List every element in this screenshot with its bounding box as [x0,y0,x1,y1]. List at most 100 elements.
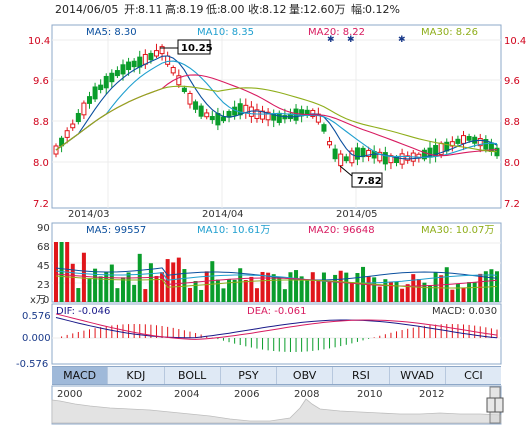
macd-bar [396,331,398,338]
high-marker-label: 10.25 [181,43,213,54]
macd-bar [306,338,308,352]
tab-boll[interactable]: BOLL [165,367,221,384]
price-y-tick: 7.2 [33,199,49,210]
volume-bar [428,285,433,302]
tab-macd[interactable]: MACD [52,367,109,384]
macd-bar [496,329,498,338]
macd-panel-frame [51,303,502,365]
macd-bar [295,338,297,352]
candlestick-series [53,43,500,173]
volume-bar [154,275,159,302]
candle-body [354,147,360,160]
volume-bar [439,275,444,302]
candle-body [92,86,98,100]
header-change-label: 幅: [351,3,366,16]
volume-bar [388,281,393,302]
candle-body [421,149,427,160]
volume-bar [478,273,483,302]
volume-bar [294,270,299,302]
candle-body [103,75,109,89]
price-y-tick: 9.6 [33,76,49,87]
timeline-right-handle[interactable] [494,397,504,413]
volume-bar [104,271,109,302]
macd-bar [94,328,96,338]
candle-body [170,67,176,74]
volume-bar [310,272,315,302]
candle-body [260,110,266,120]
macd-bar [418,326,420,338]
tab-psy[interactable]: PSY [221,367,277,384]
timeline-year: 2008 [294,389,319,400]
candle-body [466,135,472,141]
candle-body [187,92,193,105]
volume-bar [383,279,388,302]
low-marker-box [351,172,383,188]
volume-bar [249,276,254,302]
candle-body [81,102,87,116]
volume-bar [411,274,416,302]
volume-bar [316,280,321,302]
macd-bar [195,333,197,338]
macd-bar [77,331,79,338]
volume-bar [143,289,148,302]
tab-cci[interactable]: CCI [464,369,483,382]
macd-bar [468,324,470,338]
macd-bar [161,325,163,338]
volume-bar [109,264,114,302]
tab-obv[interactable]: OBV [277,367,334,384]
candle-body [204,112,210,118]
timeline-year: 2000 [57,389,82,400]
macd-bar [150,324,152,338]
macd-bar [267,338,269,351]
volume-bar [467,282,472,302]
macd-bar [334,338,336,348]
macd-bar [66,334,68,338]
volume-bar [87,279,92,302]
volume-ma-line [55,275,498,289]
ma-line [55,60,498,158]
price-y-tick: 7.2 [504,199,520,210]
candle-body [360,147,366,158]
macd-bar [345,338,347,345]
low-marker-leader [339,165,353,177]
x-tick: 2014/03 [68,209,110,220]
header-high: 8.19 [179,3,204,16]
macd-bar [200,334,202,338]
candle-body [198,105,204,117]
timeline-left-handle[interactable] [486,397,496,413]
macd-bar [178,329,180,338]
timeline-year: 2012 [419,389,444,400]
header-low-label: 低: [206,3,221,16]
price-y-tick: 8.0 [504,158,520,169]
volume-bar [221,288,226,302]
macd-bar [172,327,174,338]
timeline-history-area [51,398,502,424]
macd-dea-label: DEA: -0.061 [247,306,306,317]
volume-bar [433,271,438,302]
volume-ma10-label: MA10: 10.61万 [197,225,270,236]
x-tick: 2014/05 [336,209,378,220]
macd-bar [384,334,386,338]
volume-ma-lines [55,267,498,289]
macd-bar [155,325,157,338]
volume-y-ticks: 90 68 45 23 0 [37,223,50,306]
volume-bar [148,263,153,302]
tab-kdj[interactable]: KDJ [108,367,165,384]
macd-line [55,317,498,339]
candle-body [98,84,104,91]
macd-bar [368,338,370,339]
volume-y-tick: 0 [43,295,49,306]
volume-bar [266,272,271,302]
candle-body [176,75,182,86]
header-date: 2014/06/05 [55,3,118,16]
tab-wvad[interactable]: WVAD [390,367,446,384]
macd-y-tick: 0.000 [22,333,51,344]
candle-body [109,72,115,83]
tab-rsi[interactable]: RSI [333,367,390,384]
volume-bar [176,257,181,302]
macd-bar [329,338,331,349]
macd-bar [234,338,236,344]
volume-bar [76,288,81,302]
timeline-year: 2004 [174,389,199,400]
